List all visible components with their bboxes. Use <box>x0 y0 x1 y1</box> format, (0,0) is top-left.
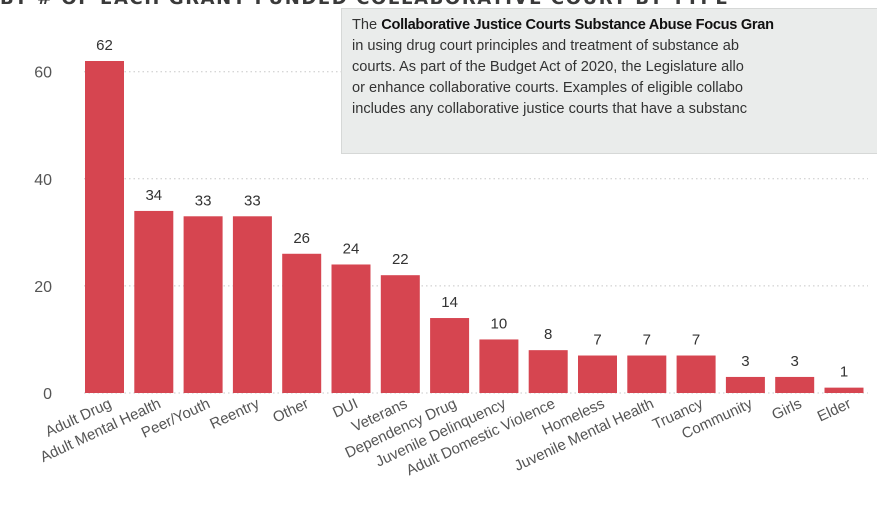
tooltip-line-5: includes any collaborative justice court… <box>352 101 748 117</box>
data-label: 8 <box>544 326 552 343</box>
tooltip-line-3: courts. As part of the Budget Act of 202… <box>352 59 744 75</box>
data-label: 34 <box>145 187 162 204</box>
x-tick-label: Elder <box>815 395 854 425</box>
bar[interactable] <box>430 318 470 393</box>
y-tick-label: 0 <box>43 386 52 403</box>
tooltip-line-2: in using drug court principles and treat… <box>352 38 739 54</box>
bar[interactable] <box>85 61 124 393</box>
data-label: 14 <box>441 294 458 311</box>
bar[interactable] <box>479 339 519 393</box>
data-label: 1 <box>840 364 848 381</box>
bar[interactable] <box>775 376 815 393</box>
chart-title: BY # OF EACH GRANT FUNDED COLLABORATIVE … <box>0 0 877 8</box>
data-label: 10 <box>491 315 508 332</box>
bar[interactable] <box>232 216 272 393</box>
y-tick-label: 60 <box>34 65 52 82</box>
chart-title-text: BY # OF EACH GRANT FUNDED COLLABORATIVE … <box>0 0 729 8</box>
y-tick-label: 20 <box>34 279 52 296</box>
y-axis: 0 20 40 60 <box>34 65 52 403</box>
bar[interactable] <box>578 355 617 393</box>
data-label: 7 <box>692 332 700 349</box>
tooltip-line-1: The Collaborative Justice Courts Substan… <box>352 15 877 36</box>
bar[interactable] <box>725 376 765 393</box>
data-label: 33 <box>195 192 212 209</box>
bar[interactable] <box>676 355 716 393</box>
data-label: 33 <box>244 192 261 209</box>
program-name: Collaborative Justice Courts Substance A… <box>381 17 774 33</box>
data-label: 7 <box>643 332 651 349</box>
bar[interactable] <box>183 216 223 393</box>
data-label: 24 <box>343 240 360 257</box>
x-tick-label: Reentry <box>207 395 262 433</box>
bar[interactable] <box>528 350 568 393</box>
description-tooltip: The Collaborative Justice Courts Substan… <box>341 8 877 154</box>
data-label: 3 <box>791 353 799 370</box>
bar[interactable] <box>282 253 322 393</box>
data-label: 7 <box>593 332 601 349</box>
tooltip-line-4: or enhance collaborative courts. Example… <box>352 80 744 96</box>
bars <box>85 61 864 393</box>
bar[interactable] <box>331 264 371 393</box>
bar[interactable] <box>824 387 864 393</box>
tooltip-intro: The <box>352 17 378 33</box>
bar[interactable] <box>380 275 420 393</box>
data-label: 62 <box>96 37 113 54</box>
bar[interactable] <box>627 355 667 393</box>
data-label: 26 <box>293 230 310 247</box>
data-label: 3 <box>741 353 749 370</box>
y-tick-label: 40 <box>34 172 52 189</box>
x-tick-label: Other <box>270 395 311 426</box>
bar[interactable] <box>134 210 174 393</box>
x-tick-label: Girls <box>769 395 804 423</box>
data-label: 22 <box>392 251 409 268</box>
